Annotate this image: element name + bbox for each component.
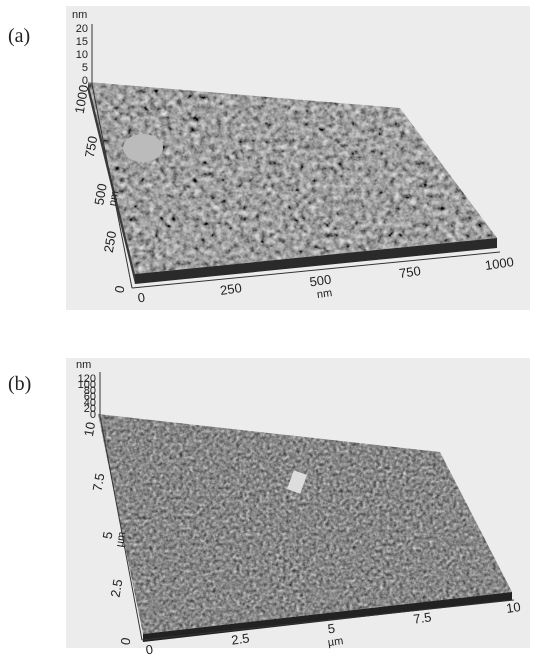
x-unit: µm xyxy=(327,635,344,649)
panel-label: (b) xyxy=(8,373,31,395)
z-tick-label: 20 xyxy=(76,23,88,35)
z-tick-label: 15 xyxy=(76,36,88,48)
surface-feature xyxy=(123,134,163,162)
page: (a)nm201510500250500nm75010000250500nm75… xyxy=(0,0,535,660)
x-tick-label: 2.5 xyxy=(230,630,250,647)
z-tick-label: 0 xyxy=(90,409,96,421)
panel-label: (a) xyxy=(8,25,30,47)
y-tick-label: 10 xyxy=(81,421,98,438)
x-unit: nm xyxy=(316,287,333,301)
figure: (a)nm201510500250500nm75010000250500nm75… xyxy=(0,0,535,660)
x-tick-label: 10 xyxy=(505,599,521,616)
x-tick-label: 750 xyxy=(398,263,422,281)
y-tick-label: 2.5 xyxy=(108,578,126,598)
x-tick-label: 7.5 xyxy=(412,609,432,626)
z-unit: nm xyxy=(76,359,91,371)
z-unit: nm xyxy=(72,9,87,21)
y-tick-label: 7.5 xyxy=(90,472,108,492)
z-tick-label: 5 xyxy=(82,62,88,74)
x-tick-label: 250 xyxy=(219,280,243,298)
z-tick-label: 10 xyxy=(76,49,88,61)
